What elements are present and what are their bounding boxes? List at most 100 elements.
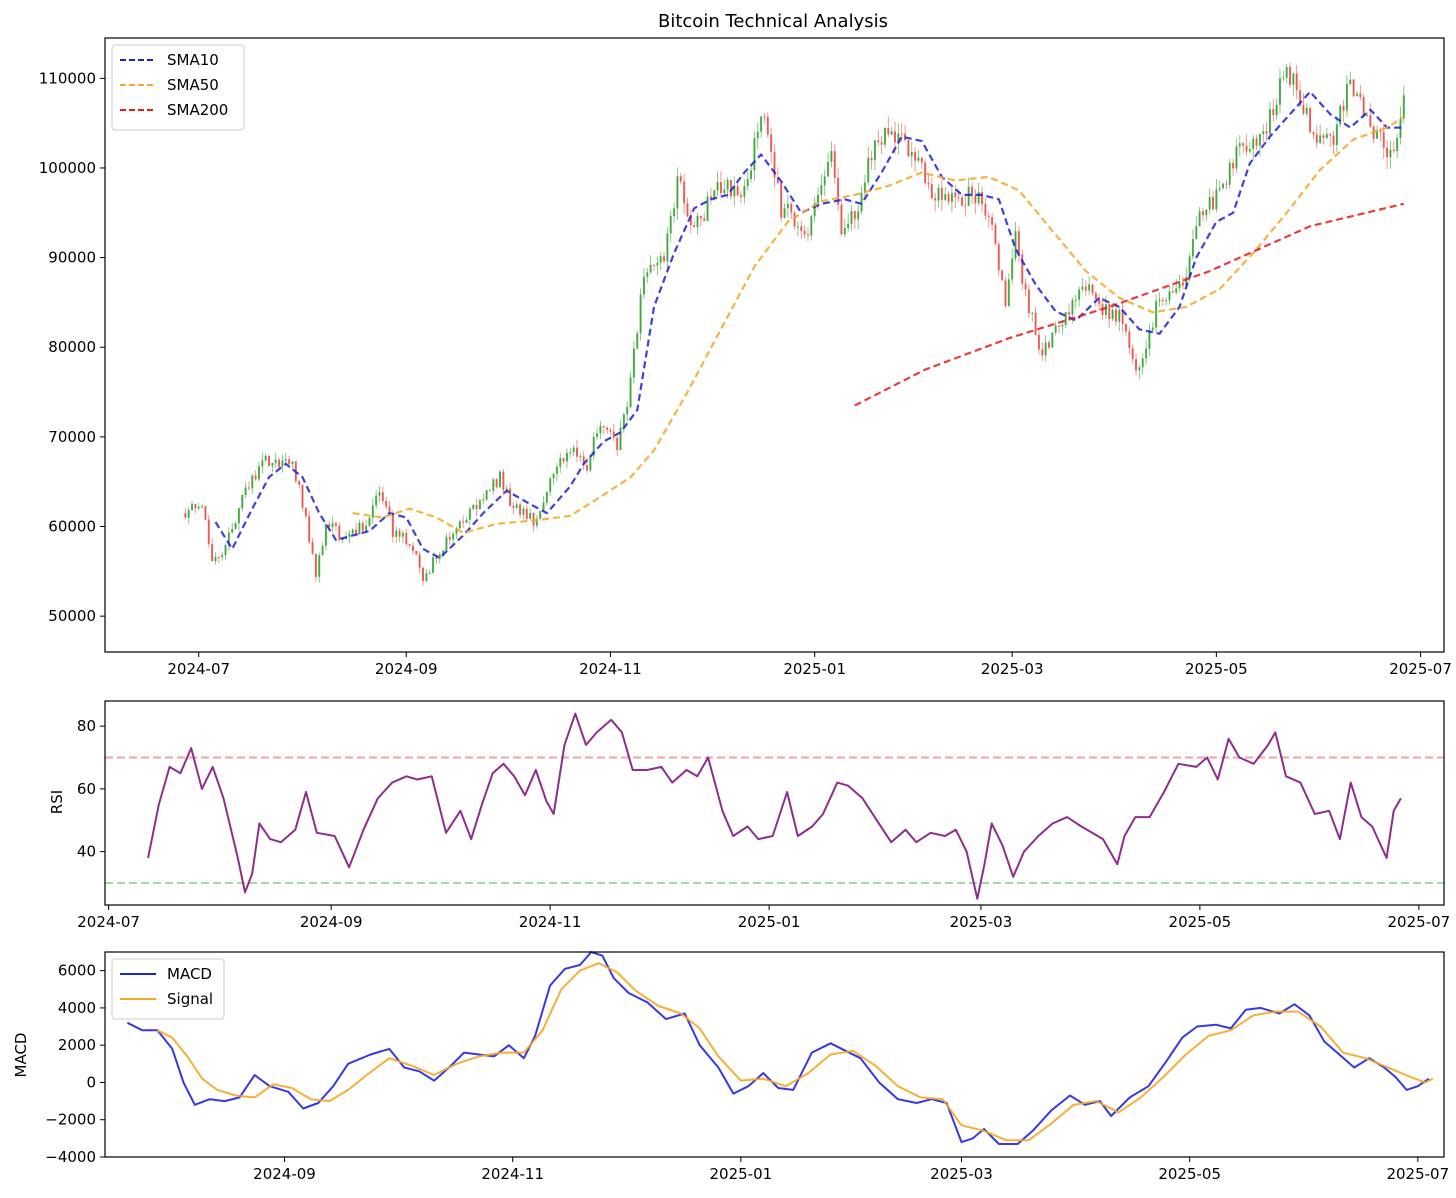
candle-up <box>937 187 940 201</box>
candle-down <box>736 185 739 196</box>
candle-up <box>716 182 719 191</box>
candle-up <box>281 460 284 467</box>
candle-up <box>257 466 260 480</box>
candle-up <box>221 555 224 558</box>
candle-down <box>780 183 783 218</box>
candle-down <box>562 458 565 462</box>
candle-up <box>1188 256 1191 278</box>
candle-up <box>676 176 679 209</box>
candle-down <box>268 455 271 467</box>
macd-x-tick-label: 2025-05 <box>1158 1165 1221 1183</box>
candle-up <box>1238 143 1241 147</box>
candle-down <box>1171 291 1174 293</box>
candle-up <box>261 460 264 467</box>
candle-up <box>241 494 244 509</box>
candle-up <box>452 533 455 540</box>
candle-down <box>1289 67 1292 85</box>
candle-up <box>673 208 676 217</box>
candle-down <box>1161 299 1164 301</box>
candle-up <box>378 492 381 496</box>
candle-up <box>629 377 632 408</box>
price-x-tick-label: 2025-01 <box>783 660 846 678</box>
candle-up <box>529 512 532 519</box>
line-signal <box>156 962 1434 1142</box>
candle-down <box>894 131 897 143</box>
candle-down <box>1027 289 1030 314</box>
candle-down <box>1362 97 1365 116</box>
macd-y-tick-label: 6000 <box>58 962 96 980</box>
candle-down <box>512 505 515 508</box>
candle-down <box>1068 312 1071 315</box>
candle-up <box>559 458 562 467</box>
candle-up <box>1218 188 1221 190</box>
candle-up <box>1078 289 1081 300</box>
candle-down <box>770 134 773 153</box>
price-x-tick-label: 2025-03 <box>981 660 1044 678</box>
rsi-y-tick-label: 40 <box>77 843 96 861</box>
candle-up <box>696 215 699 228</box>
candle-up <box>977 192 980 204</box>
candle-up <box>1282 77 1285 79</box>
candle-down <box>987 215 990 218</box>
candle-up <box>756 131 759 139</box>
candle-up <box>753 138 756 171</box>
candle-up <box>796 226 799 228</box>
candle-down <box>991 217 994 225</box>
candle-down <box>686 203 689 217</box>
candle-down <box>957 197 960 199</box>
candle-down <box>793 212 796 227</box>
candle-up <box>1044 342 1047 356</box>
candle-up <box>1198 211 1201 227</box>
candle-up <box>1208 196 1211 210</box>
candle-up <box>375 495 378 506</box>
candle-up <box>827 162 830 177</box>
candle-down <box>1309 108 1312 133</box>
rsi-x-tick-label: 2024-11 <box>519 913 582 931</box>
candle-down <box>575 447 578 457</box>
candle-up <box>351 529 354 534</box>
candle-down <box>927 183 930 185</box>
price-y-tick-label: 70000 <box>48 428 96 446</box>
candle-down <box>837 177 840 205</box>
rsi-panel: 2024-07 2024-09 2024-11 2025-01 2025-03 2025-… <box>77 700 1450 931</box>
candle-up <box>1285 67 1288 78</box>
candle-up <box>622 414 625 428</box>
macd-y-tick-label: 4000 <box>58 999 96 1017</box>
candle-up <box>271 462 274 467</box>
candle-down <box>411 545 414 552</box>
candle-up <box>944 194 947 200</box>
candle-up <box>619 427 622 451</box>
price-x-tick-label: 2024-07 <box>167 660 230 678</box>
candle-down <box>740 195 743 197</box>
candle-up <box>589 455 592 471</box>
candle-up <box>522 508 525 515</box>
candle-down <box>1386 147 1389 158</box>
candle-down <box>247 487 250 489</box>
candle-up <box>813 202 816 217</box>
candle-down <box>586 465 589 471</box>
macd-x-tick-label: 2024-11 <box>481 1165 544 1183</box>
candle-down <box>582 456 585 466</box>
candle-down <box>509 488 512 506</box>
candle-down <box>1004 280 1007 307</box>
candle-down <box>495 479 498 488</box>
candle-up <box>1349 79 1352 85</box>
candle-down <box>338 525 341 540</box>
candle-down <box>940 187 943 200</box>
candle-up <box>632 348 635 378</box>
candle-down <box>355 529 358 535</box>
candle-up <box>830 151 833 163</box>
candle-down <box>1272 109 1275 115</box>
candle-up <box>1031 312 1034 314</box>
candle-up <box>823 176 826 186</box>
candle-down <box>328 524 331 527</box>
candle-down <box>361 522 364 531</box>
candle-up <box>950 192 953 202</box>
candle-down <box>803 230 806 235</box>
candle-up <box>1191 238 1194 257</box>
candle-down <box>415 551 418 555</box>
candle-down <box>1315 134 1318 143</box>
candle-down <box>853 211 856 220</box>
candle-up <box>706 196 709 221</box>
candle-down <box>1359 93 1362 98</box>
